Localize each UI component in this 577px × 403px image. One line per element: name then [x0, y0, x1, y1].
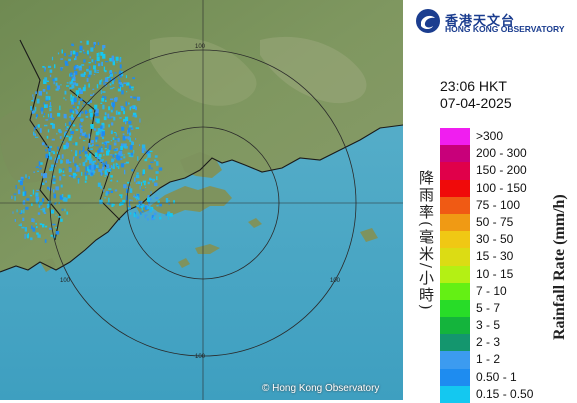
- legend-swatch: [440, 196, 470, 214]
- legend-label: >300: [476, 129, 504, 143]
- legend-label: 3 - 5: [476, 318, 501, 333]
- legend-swatch: [440, 299, 470, 318]
- legend-swatch: [440, 179, 470, 197]
- legend-row: 50 - 75: [440, 213, 560, 232]
- hko-emblem-icon: [416, 9, 440, 33]
- legend-row: 15 - 30: [440, 248, 560, 266]
- legend-row: 100 - 150: [440, 179, 560, 197]
- ring-label-east: 100: [330, 278, 341, 284]
- ring-label-north: 100: [195, 44, 206, 50]
- legend-swatch: [440, 334, 470, 352]
- legend-row: 75 - 100: [440, 196, 560, 214]
- legend-swatch: [440, 282, 470, 300]
- legend-label: 150 - 200: [476, 163, 527, 178]
- legend-row: 0.50 - 1: [440, 368, 560, 386]
- legend-swatch: [440, 231, 470, 249]
- legend-swatch: [440, 368, 470, 386]
- legend-label: 10 - 15: [476, 266, 514, 281]
- coastline: [0, 124, 403, 273]
- legend-row: 1 - 2: [440, 351, 560, 369]
- legend-swatch: [440, 317, 470, 335]
- legend-swatch: [440, 213, 470, 232]
- legend-label: 15 - 30: [476, 249, 514, 264]
- radar-map-image: 100 100 100 100: [0, 0, 403, 400]
- legend-label: 7 - 10: [476, 283, 507, 298]
- legend-label: 50 - 75: [476, 214, 514, 229]
- legend-label: 100 - 150: [476, 180, 527, 195]
- legend-row: 2 - 3: [440, 334, 560, 352]
- observation-time: 23:06 HKT: [440, 78, 507, 94]
- radar-echoes: [11, 40, 175, 243]
- legend-label: 0.50 - 1: [476, 369, 517, 384]
- legend-swatch: [440, 128, 470, 146]
- legend-panel: 香港天文台 HONG KONG OBSERVATORY 23:06 HKT 07…: [403, 0, 577, 403]
- legend-row: 5 - 7: [440, 299, 560, 318]
- legend-row: 150 - 200: [440, 162, 560, 180]
- ring-label-south: 100: [195, 354, 206, 360]
- legend-row: 7 - 10: [440, 282, 560, 300]
- range-rings: [0, 0, 403, 400]
- legend-row: 3 - 5: [440, 317, 560, 335]
- ring-label-west: 100: [60, 278, 71, 284]
- radar-map: 100 100 100 100 © Hong Kong Observatory: [0, 0, 403, 400]
- rainfall-legend: >300 200 - 300 150 - 200 100 - 150 75 - 100 5…: [440, 128, 560, 403]
- legend-swatch: [440, 385, 470, 403]
- legend-swatch: [440, 162, 470, 180]
- legend-row: 10 - 15: [440, 265, 560, 283]
- legend-swatch: [440, 248, 470, 266]
- legend-row: 30 - 50: [440, 231, 560, 249]
- legend-label: 200 - 300: [476, 146, 527, 161]
- legend-title-zh: 降雨率(毫米/小時): [417, 170, 435, 312]
- hong-kong-island: [150, 186, 232, 216]
- observation-date: 07-04-2025: [440, 95, 512, 111]
- legend-swatch: [440, 145, 470, 163]
- legend-swatch: [440, 265, 470, 283]
- legend-row: 200 - 300: [440, 145, 560, 163]
- legend-label: 5 - 7: [476, 300, 501, 315]
- legend-row: 0.15 - 0.50: [440, 385, 560, 403]
- legend-label: 30 - 50: [476, 232, 514, 247]
- copyright-notice: © Hong Kong Observatory: [262, 383, 380, 394]
- legend-swatch: [440, 351, 470, 369]
- legend-label: 1 - 2: [476, 352, 501, 367]
- legend-label: 75 - 100: [476, 197, 521, 212]
- legend-row: >300: [440, 128, 560, 146]
- hko-logo: 香港天文台 HONG KONG OBSERVATORY: [415, 8, 575, 36]
- legend-label: 0.15 - 0.50: [476, 386, 534, 401]
- org-name-zh: 香港天文台: [445, 13, 516, 28]
- org-name-en: HONG KONG OBSERVATORY: [445, 24, 565, 34]
- legend-label: 2 - 3: [476, 335, 501, 350]
